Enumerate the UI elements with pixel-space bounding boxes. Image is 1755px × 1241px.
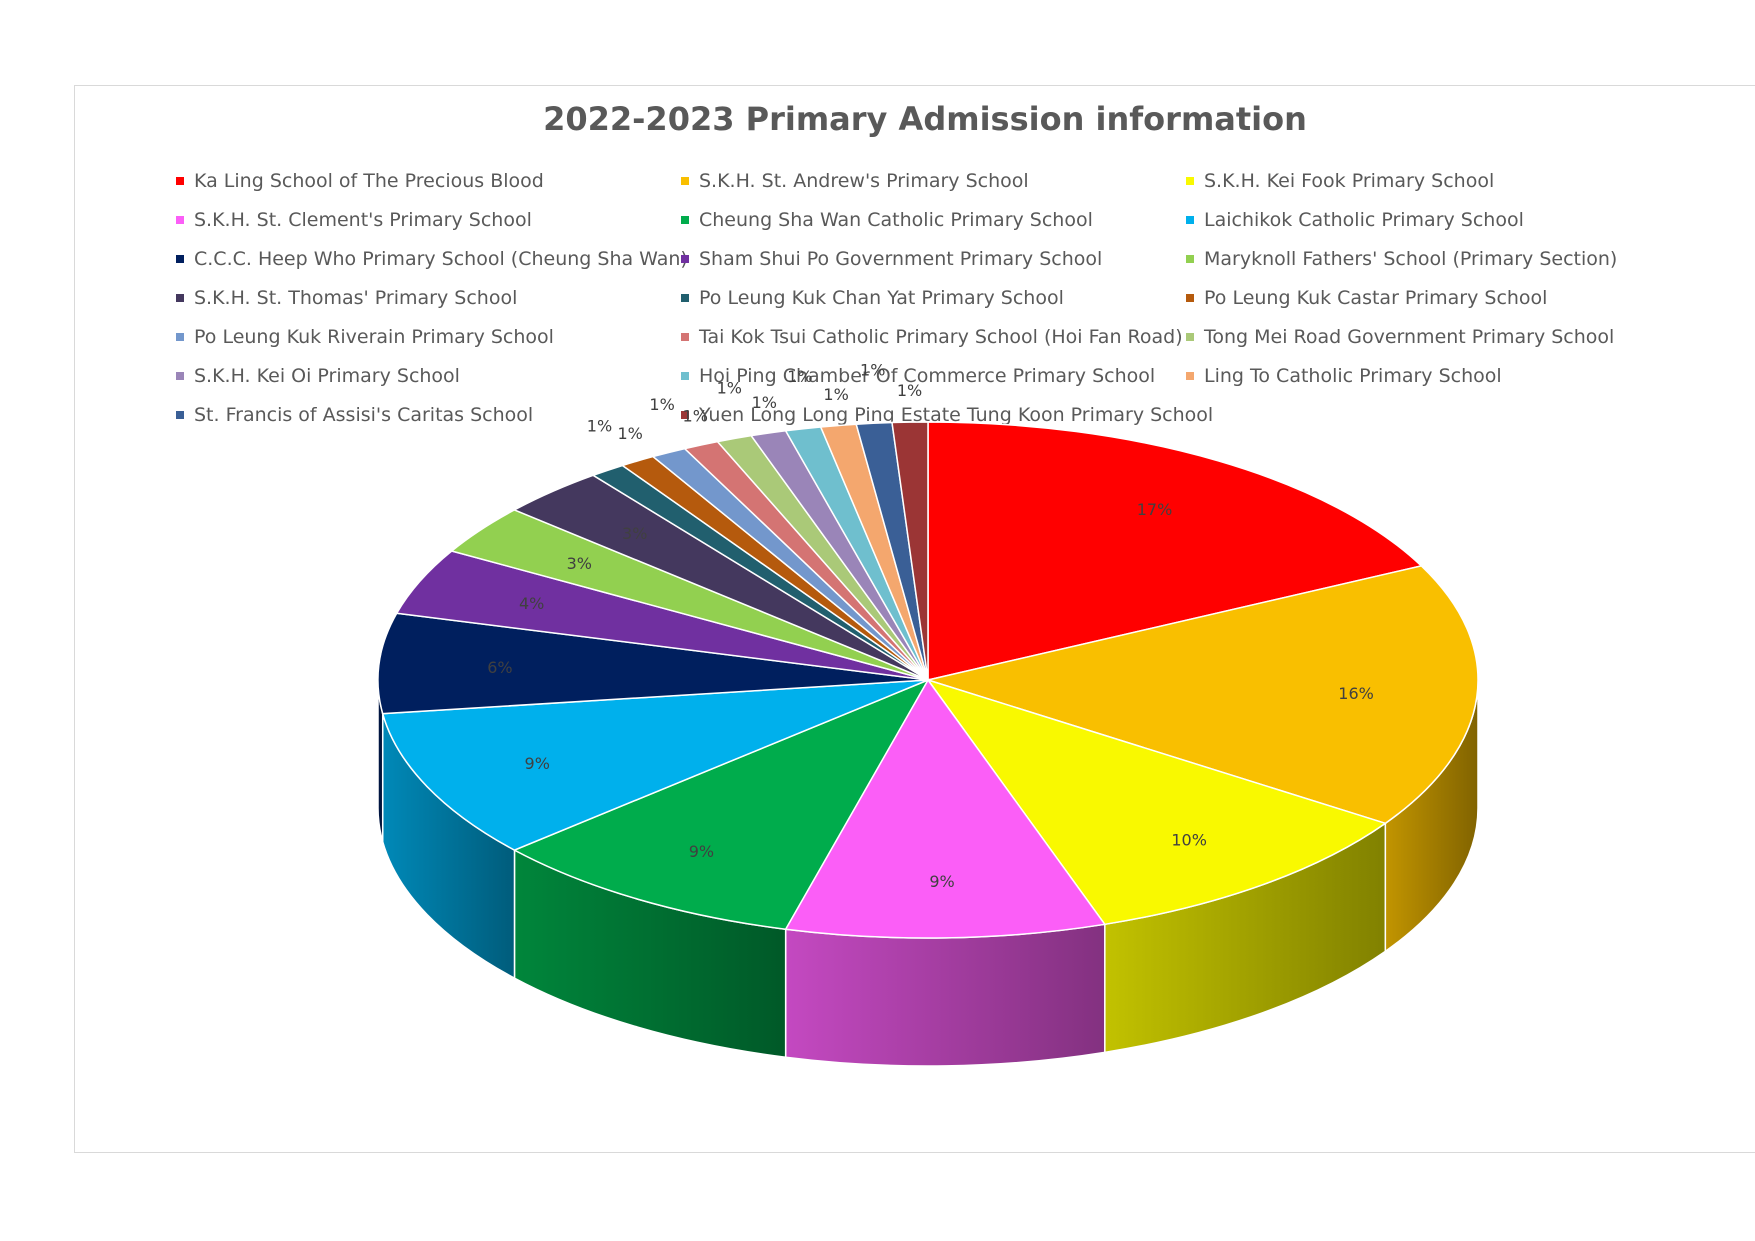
legend-label: Po Leung Kuk Chan Yat Primary School <box>699 287 1064 309</box>
pie-data-label-9: 3% <box>622 524 647 543</box>
legend-swatch <box>681 177 689 185</box>
legend-label: Sham Shui Po Government Primary School <box>699 248 1103 270</box>
legend-item: Po Leung Kuk Castar Primary School <box>1186 283 1547 313</box>
legend-item: Po Leung Kuk Riverain Primary School <box>176 322 554 352</box>
pie-data-label-4: 9% <box>689 842 714 861</box>
legend-label: Hoi Ping Chamber Of Commerce Primary Sch… <box>699 365 1156 387</box>
legend-item: S.K.H. St. Andrew's Primary School <box>681 166 1029 196</box>
legend-item: Laichikok Catholic Primary School <box>1186 205 1524 235</box>
legend-swatch <box>681 216 689 224</box>
legend-label: Po Leung Kuk Castar Primary School <box>1204 287 1548 309</box>
pie-data-label-6: 6% <box>487 658 512 677</box>
legend-item: S.K.H. Kei Oi Primary School <box>176 361 460 391</box>
legend-label: S.K.H. Kei Fook Primary School <box>1204 170 1495 192</box>
legend-label: S.K.H. St. Thomas' Primary School <box>194 287 518 309</box>
legend-swatch <box>1186 255 1194 263</box>
legend-swatch <box>681 372 689 380</box>
legend-label: Ka Ling School of The Precious Blood <box>194 170 544 192</box>
legend-label: C.C.C. Heep Who Primary School (Cheung S… <box>194 248 688 270</box>
legend-swatch <box>681 294 689 302</box>
legend-item: S.K.H. St. Clement's Primary School <box>176 205 532 235</box>
legend-label: Yuen Long Long Ping Estate Tung Koon Pri… <box>699 404 1214 426</box>
legend-swatch <box>176 177 184 185</box>
legend-label: Tong Mei Road Government Primary School <box>1204 326 1615 348</box>
legend-item: Ka Ling School of The Precious Blood <box>176 166 544 196</box>
pie-data-label-12: 1% <box>649 395 674 414</box>
legend-item: Tai Kok Tsui Catholic Primary School (Ho… <box>681 322 1183 352</box>
pie-data-label-3: 9% <box>929 872 954 891</box>
legend-item: St. Francis of Assisi's Caritas School <box>176 400 533 430</box>
pie-side-walls <box>377 679 1479 1067</box>
legend-swatch <box>176 294 184 302</box>
pie-data-label-13: 1% <box>683 406 708 425</box>
legend-swatch <box>681 333 689 341</box>
legend-item: Po Leung Kuk Chan Yat Primary School <box>681 283 1064 313</box>
pie-data-labels: 17% 16% 10% 9% 9% 9% 6% 4% 3% 3% 1% 1% 1% 1% 1% 1% 1% 1% 1… <box>487 360 1374 891</box>
legend-swatch <box>176 216 184 224</box>
pie-side-3 <box>784 923 1106 1067</box>
legend-item: Sham Shui Po Government Primary School <box>681 244 1102 274</box>
legend-label: Tai Kok Tsui Catholic Primary School (Ho… <box>699 326 1183 348</box>
legend-label: S.K.H. St. Andrew's Primary School <box>699 170 1029 192</box>
pie-data-label-0: 17% <box>1137 500 1173 519</box>
pie-slice-4 <box>512 678 930 931</box>
legend-swatch <box>176 255 184 263</box>
legend-label: Po Leung Kuk Riverain Primary School <box>194 326 554 348</box>
pie-slice-0 <box>927 421 1423 681</box>
pie-data-label-8: 3% <box>567 554 592 573</box>
legend-item: S.K.H. St. Thomas' Primary School <box>176 283 517 313</box>
legend-item: Maryknoll Fathers' School (Primary Secti… <box>1186 244 1617 274</box>
pie-data-label-5: 9% <box>525 754 550 773</box>
legend-item: C.C.C. Heep Who Primary School (Cheung S… <box>176 244 688 274</box>
pie-data-label-16: 1% <box>787 367 812 386</box>
pie-data-label-19: 1% <box>897 381 922 400</box>
legend-swatch <box>681 411 689 419</box>
pie-data-label-11: 1% <box>617 424 642 443</box>
legend-swatch <box>1186 294 1194 302</box>
pie-slice-3 <box>784 678 1107 939</box>
legend-label: Laichikok Catholic Primary School <box>1204 209 1524 231</box>
legend-swatch <box>1186 177 1194 185</box>
legend-swatch <box>1186 333 1194 341</box>
legend-label: Cheung Sha Wan Catholic Primary School <box>699 209 1093 231</box>
legend-label: Ling To Catholic Primary School <box>1204 365 1502 387</box>
legend-label: St. Francis of Assisi's Caritas School <box>194 404 534 426</box>
pie-slice-1 <box>925 565 1479 825</box>
legend-label: Maryknoll Fathers' School (Primary Secti… <box>1204 248 1618 270</box>
legend-swatch <box>1186 216 1194 224</box>
pie-data-label-14: 1% <box>717 379 742 398</box>
pie-slice-6 <box>377 612 929 715</box>
legend-item: Hoi Ping Chamber Of Commerce Primary Sch… <box>681 361 1155 391</box>
legend-swatch <box>1186 372 1194 380</box>
pie-data-label-17: 1% <box>823 385 848 404</box>
pie-slice-2 <box>926 678 1387 926</box>
pie-data-label-7: 4% <box>519 594 544 613</box>
chart-title: 2022-2023 Primary Admission information <box>543 100 1307 138</box>
pie-data-label-18: 1% <box>860 360 885 379</box>
legend-item: Ling To Catholic Primary School <box>1186 361 1502 391</box>
pie-slice-19 <box>891 421 929 681</box>
pie-slice-5 <box>381 679 929 851</box>
pie-data-label-2: 10% <box>1171 831 1207 850</box>
pie-data-label-1: 16% <box>1338 684 1374 703</box>
legend-swatch <box>176 411 184 419</box>
legend-item: Cheung Sha Wan Catholic Primary School <box>681 205 1093 235</box>
pie-data-label-10: 1% <box>587 416 612 435</box>
legend-item: S.K.H. Kei Fook Primary School <box>1186 166 1494 196</box>
legend-swatch <box>681 255 689 263</box>
legend-item: Yuen Long Long Ping Estate Tung Koon Pri… <box>681 400 1213 430</box>
legend-label: S.K.H. St. Clement's Primary School <box>194 209 532 231</box>
legend-swatch <box>176 372 184 380</box>
pie-top <box>377 421 1479 939</box>
legend-label: S.K.H. Kei Oi Primary School <box>194 365 460 387</box>
legend-swatch <box>176 333 184 341</box>
legend-item: Tong Mei Road Government Primary School <box>1186 322 1614 352</box>
pie-data-label-15: 1% <box>752 393 777 412</box>
